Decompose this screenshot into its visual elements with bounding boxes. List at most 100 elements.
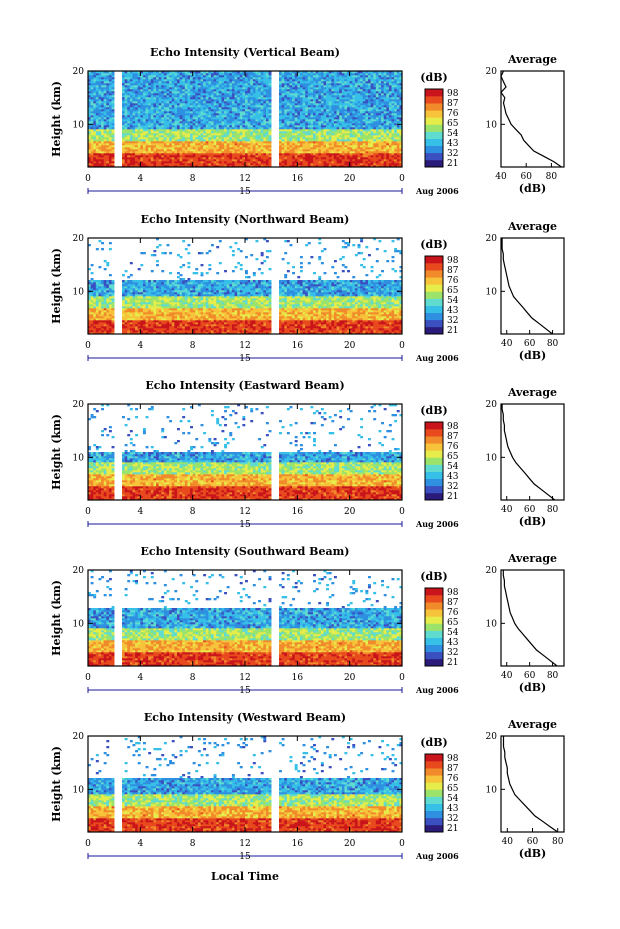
heatmap-cell [176, 91, 180, 94]
heatmap-cell [103, 121, 107, 124]
heatmap-cell [156, 151, 159, 154]
heatmap-cell [103, 129, 107, 132]
heatmap-cell [265, 95, 269, 98]
heatmap-cell [349, 127, 353, 130]
heatmap-cell [260, 157, 264, 160]
heatmap-cell [365, 83, 369, 86]
heatmap-cell [383, 119, 387, 122]
heatmap-cell [187, 157, 191, 160]
heatmap-cell [153, 83, 157, 86]
heatmap-cell [179, 85, 183, 88]
heatmap-cell [221, 81, 225, 84]
heatmap-cell [352, 165, 356, 168]
heatmap-cell [158, 135, 162, 138]
heatmap-cell [381, 139, 384, 142]
heatmap-cell [108, 83, 112, 86]
heatmap-cell [328, 93, 332, 96]
heatmap-cell [210, 113, 214, 116]
heatmap-cell [169, 129, 173, 132]
heatmap-cell [161, 153, 165, 156]
heatmap-cell [88, 113, 91, 116]
heatmap-cell [349, 113, 353, 116]
heatmap-cell [192, 143, 196, 146]
heatmap-cell [286, 125, 290, 128]
heatmap-cell [231, 113, 235, 116]
heatmap-cell [195, 83, 199, 86]
heatmap-cell [182, 107, 186, 110]
heatmap-cell [90, 147, 94, 150]
heatmap-cell [354, 91, 358, 94]
heatmap-cell [153, 131, 157, 134]
heatmap-cell [310, 153, 314, 156]
heatmap-cell [302, 149, 306, 152]
heatmap-cell [386, 111, 390, 114]
heatmap-cell [260, 127, 264, 130]
heatmap-cell [190, 103, 193, 106]
heatmap-cell [224, 87, 227, 90]
heatmap-cell [122, 109, 125, 112]
heatmap-cell [93, 131, 97, 134]
heatmap-cell [252, 165, 256, 168]
heatmap-cell [373, 153, 377, 156]
heatmap-cell [169, 117, 173, 120]
heatmap-cell [333, 143, 337, 146]
heatmap-cell [339, 123, 343, 126]
heatmap-cell [158, 97, 162, 100]
heatmap-cell [140, 153, 144, 156]
heatmap-cell [391, 105, 395, 108]
heatmap-cell [365, 85, 369, 88]
heatmap-cell [357, 123, 361, 126]
heatmap-cell [226, 85, 230, 88]
heatmap-cell [101, 157, 104, 160]
heatmap-cell [297, 97, 301, 100]
heatmap-cell [213, 145, 217, 148]
heatmap-cell [279, 151, 282, 154]
heatmap-cell [373, 111, 377, 114]
heatmap-cell [323, 93, 327, 96]
heatmap-cell [250, 143, 254, 146]
heatmap-cell [305, 109, 309, 112]
heatmap-cell [286, 135, 290, 138]
heatmap-cell [307, 101, 311, 104]
heatmap-cell [145, 85, 149, 88]
heatmap-cell [310, 93, 314, 96]
heatmap-cell [373, 81, 377, 84]
heatmap-cell [247, 115, 251, 118]
heatmap-cell [344, 163, 348, 166]
heatmap-cell [158, 121, 162, 124]
heatmap-cell [132, 101, 136, 104]
heatmap-cell [213, 163, 217, 166]
heatmap-cell [357, 121, 361, 124]
heatmap-cell [234, 161, 238, 164]
heatmap-cell [305, 99, 309, 102]
heatmap-cell [171, 109, 175, 112]
heatmap-cell [284, 129, 288, 132]
heatmap-cell [383, 125, 387, 128]
heatmap-cell [169, 155, 173, 158]
heatmap-cell [111, 131, 115, 134]
heatmap-cell [281, 151, 285, 154]
heatmap-cell [323, 111, 327, 114]
heatmap-cell [156, 81, 159, 84]
heatmap-cell [370, 105, 374, 108]
heatmap-cell [307, 155, 311, 158]
heatmap-cell [396, 91, 400, 94]
heatmap-cell [195, 113, 199, 116]
heatmap-cell [354, 99, 358, 102]
heatmap-cell [318, 111, 322, 114]
heatmap-cell [396, 113, 400, 116]
heatmap-cell [323, 149, 327, 152]
heatmap-cell [255, 153, 259, 156]
heatmap-cell [265, 83, 269, 86]
heatmap-cell [135, 121, 139, 124]
heatmap-cell [93, 119, 97, 122]
heatmap-cell [108, 157, 112, 160]
heatmap-cell [158, 117, 162, 120]
heatmap-cell [179, 97, 183, 100]
heatmap-cell [176, 81, 180, 84]
heatmap-cell [347, 89, 350, 92]
heatmap-cell [221, 135, 225, 138]
heatmap-cell [156, 113, 159, 116]
heatmap-cell [320, 81, 324, 84]
heatmap-cell [373, 133, 377, 136]
